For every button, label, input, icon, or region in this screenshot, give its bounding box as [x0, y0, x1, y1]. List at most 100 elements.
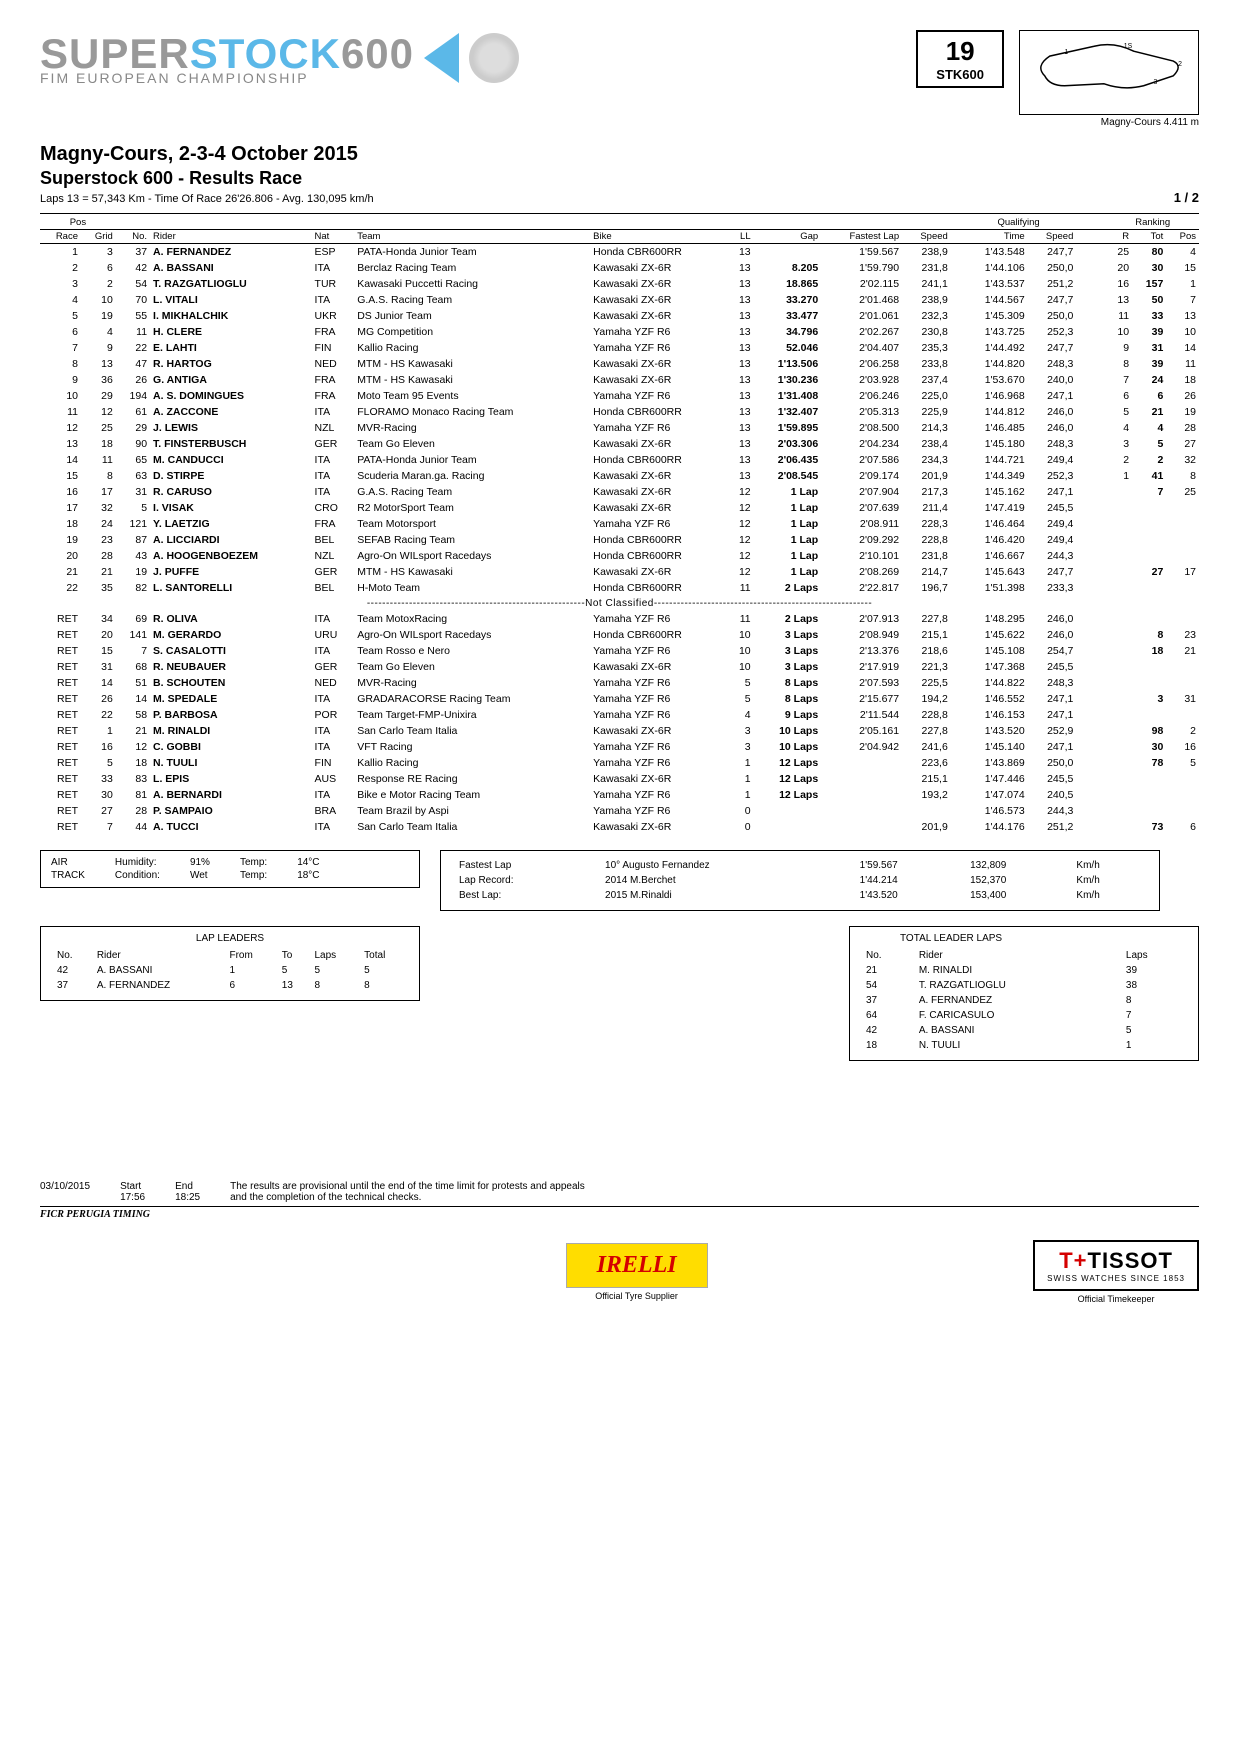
not-classified-divider: ----------------------------------------…: [40, 596, 1199, 611]
col-pos-group: Pos: [40, 216, 116, 230]
bl-time: 1'43.520: [854, 889, 962, 902]
col-rank-group: Ranking: [1106, 216, 1199, 230]
table-row: 161731 R. CARUSOITAG.A.S. Racing TeamKaw…: [40, 484, 1199, 500]
table-row: RET1451 B. SCHOUTENNEDMVR-RacingYamaha Y…: [40, 675, 1199, 691]
start-label: Start: [120, 1181, 141, 1192]
col-team: Team: [354, 230, 590, 244]
table-row: 42A. BASSANI1555: [53, 964, 407, 977]
round-number: 19: [936, 36, 984, 67]
condition-label: Condition:: [115, 870, 160, 881]
table-row: RET1612 C. GOBBIITAVFT RacingYamaha YZF …: [40, 739, 1199, 755]
bl-who: 2015 M.Rinaldi: [599, 889, 852, 902]
end-time: 18:25: [175, 1192, 200, 1203]
table-row: 131890 T. FINSTERBUSCHGERTeam Go ElevenK…: [40, 436, 1199, 452]
ll-col-total: Total: [360, 949, 407, 962]
logo-part3: 600: [341, 30, 414, 77]
table-row: 54T. RAZGATLIOGLU38: [862, 979, 1186, 992]
table-row: 93626 G. ANTIGAFRAMTM - HS KawasakiKawas…: [40, 372, 1199, 388]
table-row: RET157 S. CASALOTTIITATeam Rosso e NeroY…: [40, 643, 1199, 659]
lap-leaders-title: LAP LEADERS: [51, 933, 409, 947]
lr-time: 1'44.214: [854, 874, 962, 887]
table-row: RET121 M. RINALDIITASan Carlo Team Itali…: [40, 723, 1199, 739]
lr-who: 2014 M.Berchet: [599, 874, 852, 887]
fl-who: 10° Augusto Fernandez: [599, 859, 852, 872]
pirelli-logo: IRELLI: [566, 1243, 708, 1288]
ll-col-no: No.: [53, 949, 91, 962]
table-row: 192387 A. LICCIARDIBELSEFAB Racing TeamH…: [40, 532, 1199, 548]
page-number: 1 / 2: [1174, 190, 1199, 205]
event-title: Superstock 600 - Results Race: [40, 168, 1199, 189]
col-gap: Gap: [754, 230, 822, 244]
bl-unit: Km/h: [1070, 889, 1147, 902]
air-temp: 14°C: [297, 857, 319, 868]
footer-bar: 03/10/2015 Start17:56 End18:25 The resul…: [40, 1181, 1199, 1220]
col-qspeed: Speed: [1028, 230, 1077, 244]
col-grid: Grid: [81, 230, 116, 244]
lr-unit: Km/h: [1070, 874, 1147, 887]
results-table: Pos Qualifying Ranking Race Grid No. Rid…: [40, 216, 1199, 835]
table-row: 64F. CARICASULO7: [862, 1009, 1186, 1022]
table-row: 6411 H. CLEREFRAMG CompetitionYamaha YZF…: [40, 324, 1199, 340]
humidity-value: 91%: [190, 857, 210, 868]
table-row: 1824121 Y. LAETZIGFRATeam MotorsportYama…: [40, 516, 1199, 532]
page-header: SUPERSTOCK600 FIM EUROPEAN CHAMPIONSHIP …: [40, 30, 1199, 128]
col-qtime: Time: [961, 230, 1028, 244]
col-fastest: Fastest Lap: [821, 230, 902, 244]
table-row: 141165 M. CANDUCCIITAPATA-Honda Junior T…: [40, 452, 1199, 468]
humidity-label: Humidity:: [115, 857, 160, 868]
sponsors-row: IRELLI Official Tyre Supplier T+TISSOT S…: [40, 1240, 1199, 1304]
bl-spd: 153,400: [964, 889, 1068, 902]
col-nat: Nat: [312, 230, 355, 244]
tl-col-laps: Laps: [1122, 949, 1186, 962]
table-row: 3254 T. RAZGATLIOGLUTURKawasaki Puccetti…: [40, 276, 1199, 292]
disclaimer-1: The results are provisional until the en…: [230, 1181, 585, 1192]
tissot-sub: SWISS WATCHES SINCE 1853: [1047, 1274, 1185, 1283]
svg-text:3: 3: [1153, 79, 1157, 86]
col-ll: LL: [728, 230, 754, 244]
table-row: 37A. FERNANDEZ61388: [53, 979, 407, 992]
pirelli-caption: Official Tyre Supplier: [595, 1291, 678, 1301]
table-row: RET744 A. TUCCIITASan Carlo Team ItaliaK…: [40, 819, 1199, 835]
chevron-icon: [424, 33, 459, 83]
col-r: R: [1106, 230, 1132, 244]
col-race: Race: [40, 230, 81, 244]
tissot-caption: Official Timekeeper: [1078, 1294, 1155, 1304]
table-row: RET20141 M. GERARDOURUAgro-On WILsport R…: [40, 627, 1199, 643]
fl-spd: 132,809: [964, 859, 1068, 872]
conditions-box: AIR TRACK Humidity: Condition: 91% Wet T…: [40, 850, 420, 888]
table-row: RET3081 A. BERNARDIITABike e Motor Racin…: [40, 787, 1199, 803]
ll-col-from: From: [225, 949, 275, 962]
table-row: 18N. TUULI1: [862, 1039, 1186, 1052]
table-row: 202843 A. HOOGENBOEZEMNZLAgro-On WILspor…: [40, 548, 1199, 564]
track-name: Magny-Cours 4.411 m: [1019, 117, 1199, 128]
series-logo: SUPERSTOCK600 FIM EUROPEAN CHAMPIONSHIP: [40, 30, 519, 86]
disclaimer-2: and the completion of the technical chec…: [230, 1192, 421, 1203]
race-date: 03/10/2015: [40, 1181, 90, 1203]
total-leaders-box: TOTAL LEADER LAPS No. Rider Laps 21M. RI…: [849, 926, 1199, 1061]
tl-col-no: No.: [862, 949, 913, 962]
table-row: 17325 I. VISAKCROR2 MotorSport TeamKawas…: [40, 500, 1199, 516]
laps-info: Laps 13 = 57,343 Km - Time Of Race 26'26…: [40, 193, 374, 205]
table-row: 42A. BASSANI5: [862, 1024, 1186, 1037]
svg-text:1: 1: [1065, 49, 1069, 56]
tl-col-rider: Rider: [915, 949, 1120, 962]
col-bike: Bike: [590, 230, 728, 244]
svg-text:1S: 1S: [1124, 43, 1133, 50]
tissot-logo: T+TISSOT SWISS WATCHES SINCE 1853: [1033, 1240, 1199, 1291]
track-temp: 18°C: [297, 870, 319, 881]
table-row: 51955 I. MIKHALCHIKUKRDS Junior TeamKawa…: [40, 308, 1199, 324]
table-row: 111261 A. ZACCONEITAFLORAMO Monaco Racin…: [40, 404, 1199, 420]
temp-label-1: Temp:: [240, 857, 267, 868]
table-row: RET3168 R. NEUBAUERGERTeam Go ElevenKawa…: [40, 659, 1199, 675]
table-row: RET518 N. TUULIFINKallio RacingYamaha YZ…: [40, 755, 1199, 771]
col-speed: Speed: [902, 230, 951, 244]
ll-col-laps: Laps: [311, 949, 359, 962]
table-row: 212119 J. PUFFEGERMTM - HS KawasakiKawas…: [40, 564, 1199, 580]
round-box: 19 STK600: [916, 30, 1004, 88]
table-row: 81347 R. HARTOGNEDMTM - HS KawasakiKawas…: [40, 356, 1199, 372]
fim-badge-icon: [469, 33, 519, 83]
ll-col-rider: Rider: [93, 949, 224, 962]
table-row: RET3383 L. EPISAUSResponse RE RacingKawa…: [40, 771, 1199, 787]
col-rpos: Pos: [1166, 230, 1199, 244]
table-row: 7922 E. LAHTIFINKallio RacingYamaha YZF …: [40, 340, 1199, 356]
